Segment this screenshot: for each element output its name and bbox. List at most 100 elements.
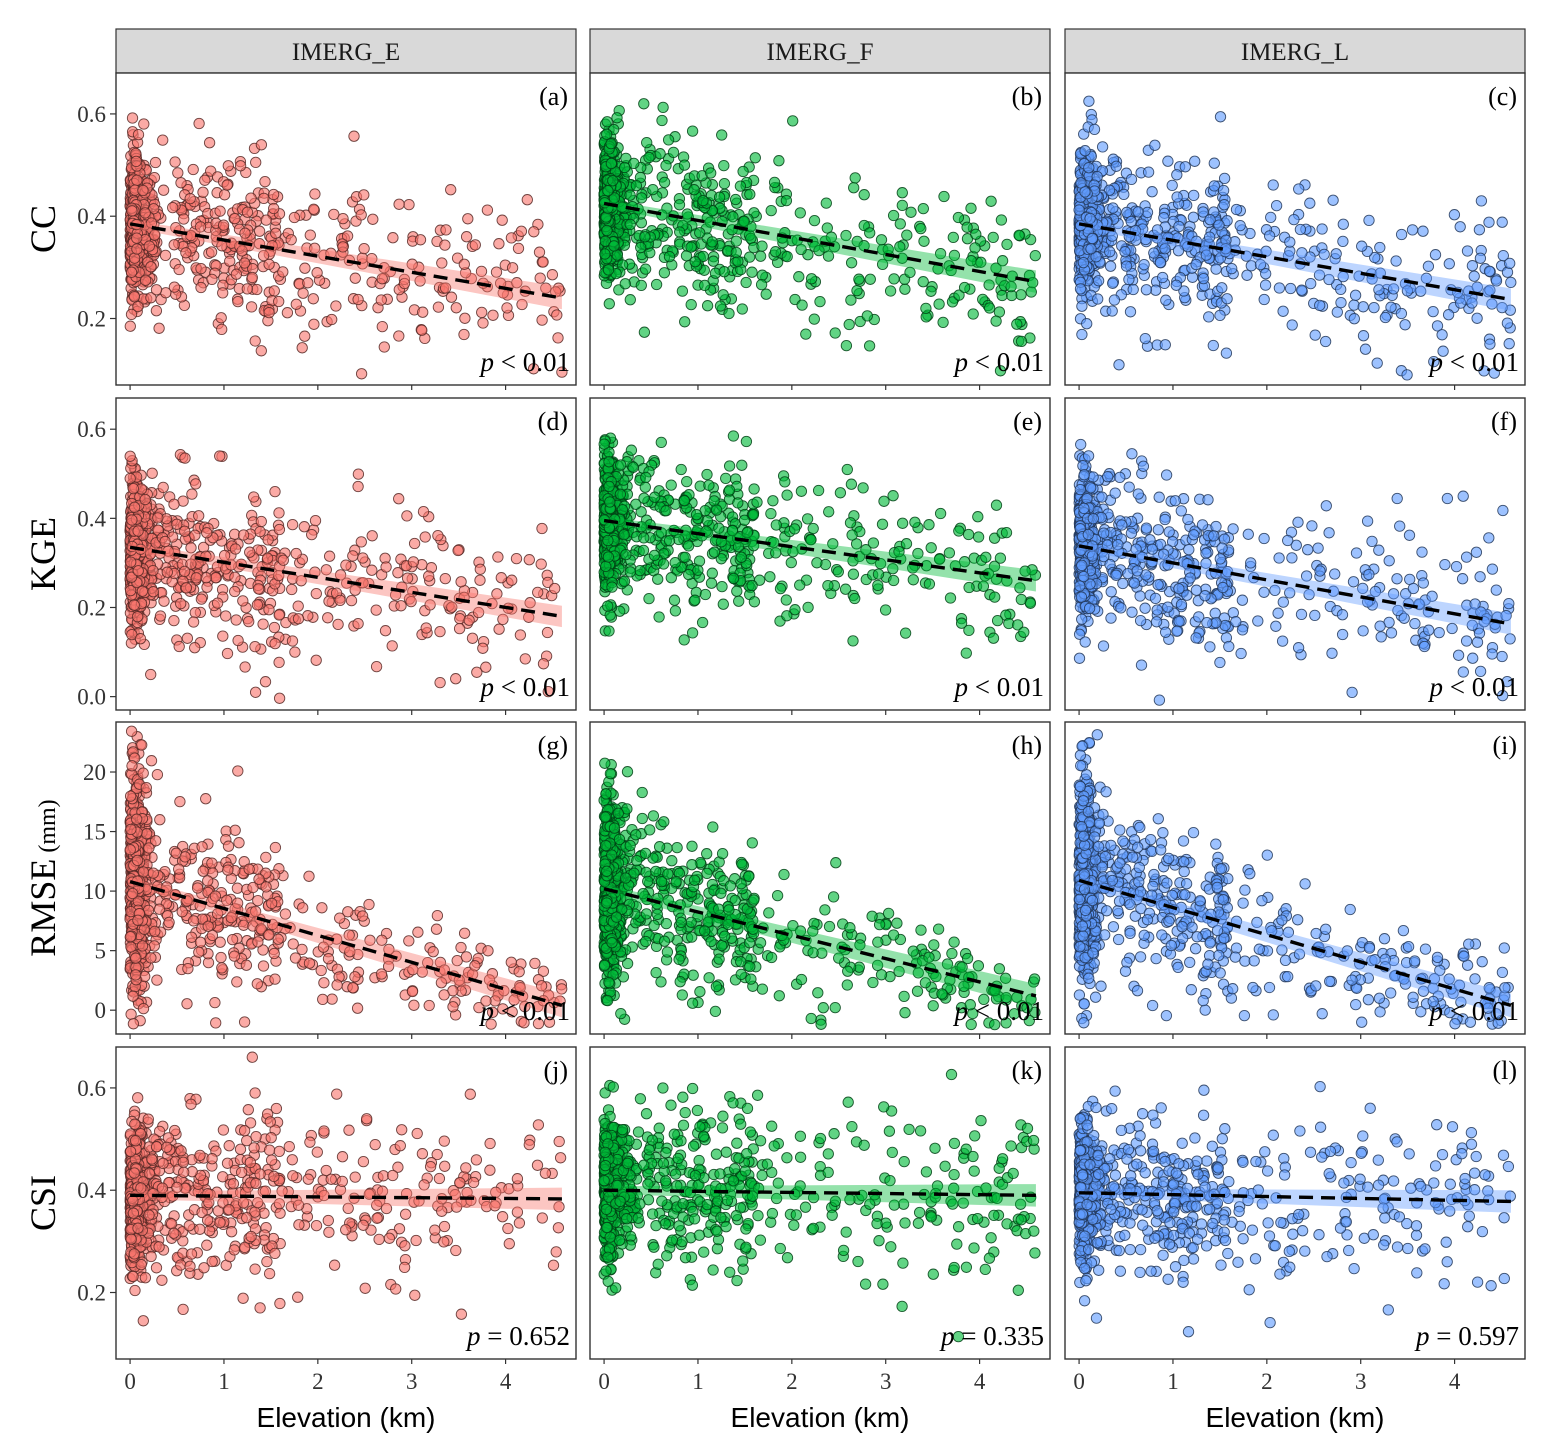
scatter-point bbox=[1305, 277, 1317, 290]
scatter-point bbox=[463, 614, 475, 626]
scatter-point bbox=[243, 615, 255, 628]
scatter-point bbox=[660, 505, 672, 517]
scatter-point bbox=[648, 549, 661, 562]
p-value-text: < 0.01 bbox=[494, 347, 570, 377]
scatter-point bbox=[352, 293, 364, 306]
scatter-point bbox=[1422, 260, 1435, 272]
scatter-point bbox=[1189, 155, 1201, 167]
scatter-point bbox=[708, 546, 721, 558]
scatter-point bbox=[309, 514, 322, 527]
scatter-point bbox=[686, 125, 699, 137]
scatter-point bbox=[505, 232, 518, 244]
scatter-point bbox=[923, 578, 936, 590]
scatter-point bbox=[653, 611, 665, 623]
scatter-point bbox=[807, 522, 819, 535]
scatter-point bbox=[603, 480, 615, 493]
scatter-point bbox=[764, 571, 776, 583]
scatter-point bbox=[740, 276, 752, 289]
scatter-point bbox=[1166, 179, 1178, 192]
scatter-point bbox=[180, 247, 192, 259]
scatter-point bbox=[1132, 206, 1144, 218]
scatter-point bbox=[624, 189, 636, 201]
scatter-point bbox=[159, 249, 172, 262]
scatter-point bbox=[768, 176, 781, 189]
scatter-point bbox=[1294, 223, 1307, 236]
scatter-point bbox=[145, 261, 157, 273]
y-tick-label: 0.6 bbox=[77, 102, 106, 127]
p-value: p < 0.01 bbox=[953, 347, 1044, 377]
scatter-point bbox=[1284, 282, 1297, 295]
scatter-point bbox=[1083, 95, 1095, 107]
scatter-point bbox=[655, 436, 667, 449]
scatter-point bbox=[181, 632, 194, 644]
strip-imerg_f bbox=[589, 28, 1051, 74]
scatter-point bbox=[195, 281, 207, 294]
scatter-point bbox=[477, 642, 489, 654]
scatter-point bbox=[723, 307, 735, 320]
scatter-point bbox=[1273, 282, 1286, 294]
scatter-point bbox=[980, 551, 992, 563]
scatter-point bbox=[1504, 633, 1516, 645]
scatter-point bbox=[716, 129, 728, 141]
scatter-point bbox=[310, 587, 322, 600]
scatter-point bbox=[480, 661, 492, 673]
scatter-point bbox=[1203, 311, 1215, 323]
scatter-point bbox=[767, 495, 779, 507]
p-value: p < 0.01 bbox=[479, 672, 570, 702]
scatter-point bbox=[367, 213, 379, 225]
scatter-point bbox=[132, 565, 144, 577]
scatter-point bbox=[1142, 166, 1155, 178]
scatter-point bbox=[199, 174, 211, 186]
scatter-point bbox=[230, 614, 242, 626]
scatter-point bbox=[1349, 289, 1362, 301]
p-symbol: p bbox=[953, 672, 969, 702]
scatter-point bbox=[896, 199, 908, 212]
scatter-point bbox=[1079, 186, 1091, 198]
scatter-point bbox=[991, 614, 1004, 627]
scatter-point bbox=[217, 287, 229, 299]
scatter-point bbox=[795, 485, 808, 497]
scatter-point bbox=[875, 234, 888, 246]
scatter-point bbox=[938, 190, 950, 203]
scatter-point bbox=[1359, 343, 1372, 355]
scatter-point bbox=[638, 326, 651, 338]
scatter-point bbox=[808, 313, 820, 325]
p-symbol: p bbox=[479, 672, 495, 702]
scatter-point bbox=[774, 582, 787, 595]
scatter-point bbox=[380, 561, 392, 573]
scatter-point bbox=[1088, 123, 1101, 136]
scatter-point bbox=[330, 300, 342, 312]
scatter-point bbox=[624, 294, 636, 306]
scatter-point bbox=[298, 521, 310, 533]
scatter-point bbox=[710, 504, 723, 516]
scatter-point bbox=[1273, 552, 1285, 564]
scatter-point bbox=[178, 213, 190, 225]
scatter-point bbox=[1337, 235, 1349, 248]
scatter-point bbox=[1461, 245, 1474, 257]
scatter-point bbox=[168, 498, 180, 510]
scatter-point bbox=[925, 542, 937, 554]
scatter-point bbox=[376, 273, 388, 285]
scatter-point bbox=[358, 189, 370, 201]
scatter-point bbox=[620, 548, 632, 561]
scatter-point bbox=[328, 208, 340, 221]
scatter-point bbox=[849, 172, 861, 184]
scatter-point bbox=[705, 577, 718, 589]
scatter-point bbox=[131, 232, 143, 244]
scatter-point bbox=[746, 266, 758, 278]
scatter-point bbox=[131, 611, 144, 623]
scatter-point bbox=[1399, 319, 1411, 331]
scatter-point bbox=[879, 604, 892, 616]
scatter-point bbox=[1159, 339, 1171, 351]
scatter-point bbox=[540, 282, 552, 294]
panel-a: (a)p < 0.01 bbox=[115, 72, 577, 390]
scatter-point bbox=[678, 495, 691, 507]
scatter-point bbox=[501, 302, 513, 314]
scatter-point bbox=[673, 199, 686, 211]
scatter-point bbox=[1335, 296, 1347, 309]
scatter-point bbox=[506, 574, 518, 586]
scatter-point bbox=[1220, 347, 1233, 359]
scatter-point bbox=[1160, 294, 1172, 306]
scatter-point bbox=[137, 184, 149, 197]
scatter-point bbox=[128, 501, 141, 513]
